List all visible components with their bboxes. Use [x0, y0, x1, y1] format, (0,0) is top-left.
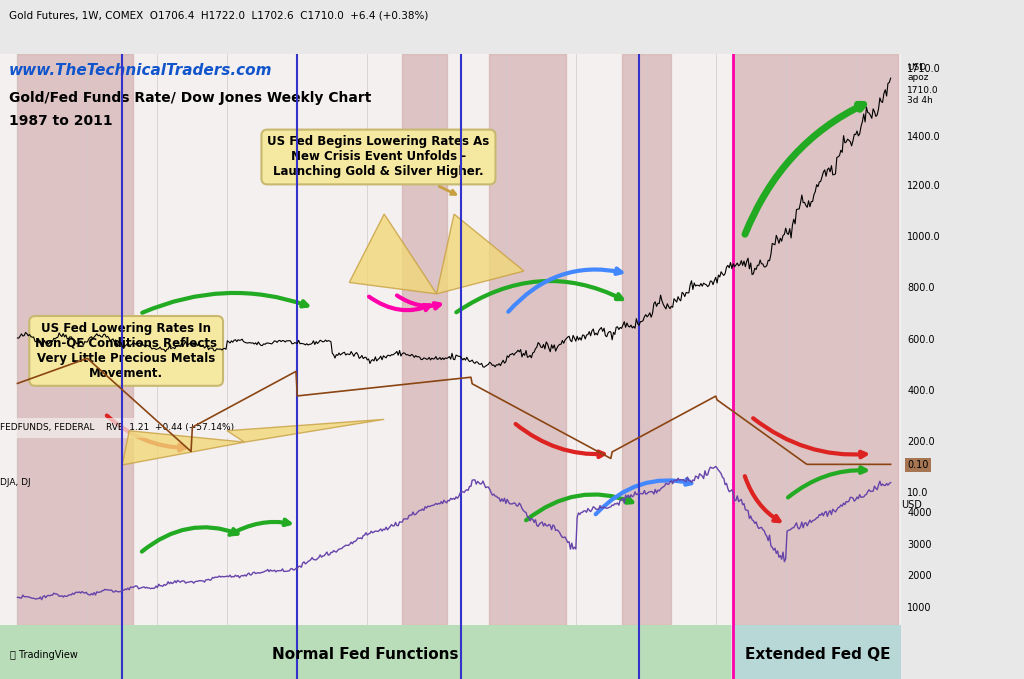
Bar — [489, 54, 566, 625]
Text: USD
apoz: USD apoz — [907, 63, 929, 82]
Text: Gold/Fed Funds Rate/ Dow Jones Weekly Chart: Gold/Fed Funds Rate/ Dow Jones Weekly Ch… — [9, 92, 372, 105]
Text: 2000: 2000 — [907, 571, 932, 581]
Text: 600.0: 600.0 — [907, 335, 935, 344]
Text: 800.0: 800.0 — [907, 283, 935, 293]
Text: 1710.0: 1710.0 — [907, 64, 941, 73]
Text: 3000: 3000 — [907, 540, 932, 550]
Polygon shape — [227, 420, 384, 442]
Text: www.TheTechnicalTraders.com: www.TheTechnicalTraders.com — [9, 63, 272, 78]
Text: Normal Fed Functions: Normal Fed Functions — [271, 647, 458, 662]
Polygon shape — [349, 214, 436, 294]
Text: 1400.0: 1400.0 — [907, 132, 941, 142]
Text: FEDFUNDS, FEDERAL    RVE  1.21  +0.44 (+57.14%): FEDFUNDS, FEDERAL RVE 1.21 +0.44 (+57.14… — [0, 424, 234, 433]
Text: 1987 to 2011: 1987 to 2011 — [9, 114, 113, 128]
Bar — [622, 54, 671, 625]
Bar — [17, 54, 133, 625]
Polygon shape — [122, 430, 245, 465]
Text: 200.0: 200.0 — [907, 437, 935, 447]
Text: 1000.0: 1000.0 — [907, 232, 941, 242]
Text: DJA, DJ: DJA, DJ — [0, 477, 31, 487]
Bar — [401, 54, 447, 625]
Text: 1200.0: 1200.0 — [907, 181, 941, 191]
Text: 4000: 4000 — [907, 509, 932, 519]
Text: US Fed Lowering Rates In
Non-QE Conditions Reflects
Very Little Precious Metals
: US Fed Lowering Rates In Non-QE Conditio… — [35, 322, 217, 380]
Text: 1000: 1000 — [907, 602, 932, 612]
Bar — [733, 625, 901, 679]
Text: 1710.0
3d 4h: 1710.0 3d 4h — [907, 86, 939, 105]
Text: USD: USD — [901, 500, 922, 510]
Text: 0.10: 0.10 — [907, 460, 929, 470]
Text: 10.0: 10.0 — [907, 488, 929, 498]
Text: US Fed Begins Lowering Rates As
New Crisis Event Unfolds -
Launching Gold & Silv: US Fed Begins Lowering Rates As New Cris… — [267, 136, 489, 194]
Bar — [733, 54, 898, 625]
Text: Gold Futures, 1W, COMEX  O1706.4  H1722.0  L1702.6  C1710.0  +6.4 (+0.38%): Gold Futures, 1W, COMEX O1706.4 H1722.0 … — [9, 10, 428, 20]
Text: Extended Fed QE: Extended Fed QE — [744, 647, 890, 662]
Text: 🔹 TradingView: 🔹 TradingView — [10, 650, 79, 659]
Bar — [0, 625, 730, 679]
Text: 400.0: 400.0 — [907, 386, 935, 396]
Polygon shape — [436, 214, 524, 294]
